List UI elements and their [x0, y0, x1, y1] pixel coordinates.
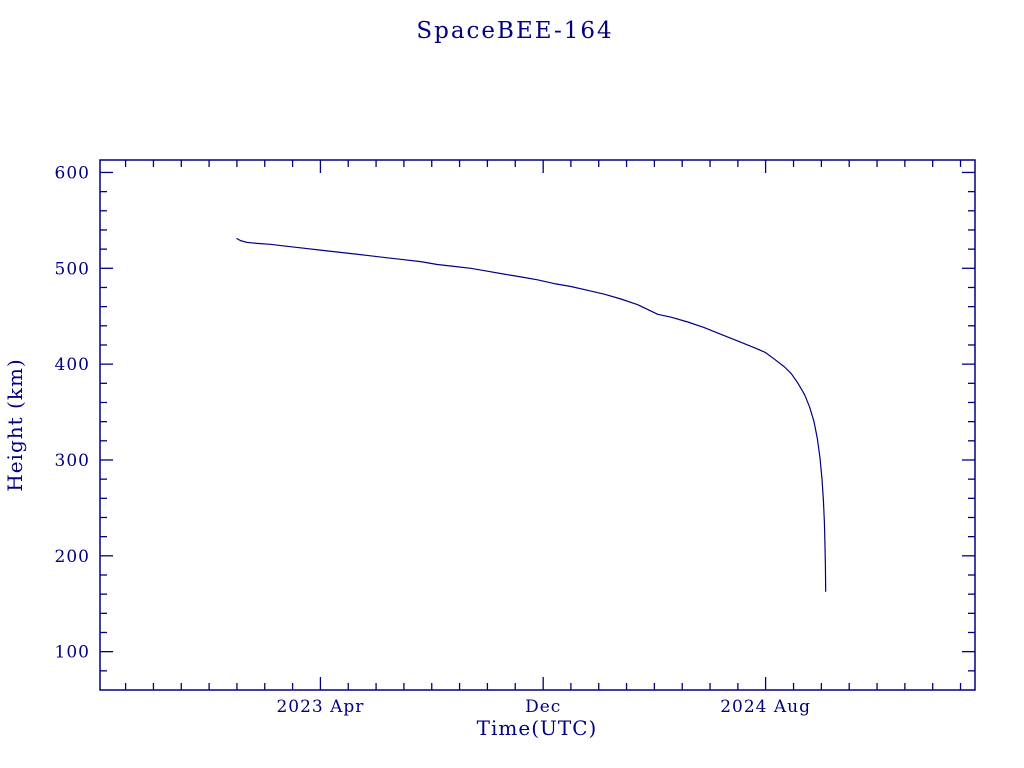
plot-box [99, 159, 976, 691]
x-tick-label: 2024 Aug [720, 697, 811, 717]
x-tick-label: Dec [525, 697, 561, 717]
y-tick-label: 200 [55, 547, 90, 567]
y-tick-label: 500 [55, 259, 90, 279]
x-axis-label: Time(UTC) [477, 716, 598, 740]
y-tick-label: 600 [55, 163, 90, 183]
axis-ticks [100, 160, 975, 690]
axis-tick-labels: 2023 Apr Dec 2024 Aug 100 200 300 400 500 600 [55, 163, 811, 717]
y-tick-label: 300 [55, 451, 90, 471]
y-axis-label: Height (km) [3, 358, 27, 491]
x-tick-label: 2023 Apr [276, 697, 364, 717]
y-tick-label: 100 [55, 643, 90, 663]
decay-curve [236, 238, 827, 592]
y-tick-label: 400 [55, 355, 90, 375]
chart-title: SpaceBEE-164 [416, 18, 613, 44]
data-series [236, 238, 827, 592]
